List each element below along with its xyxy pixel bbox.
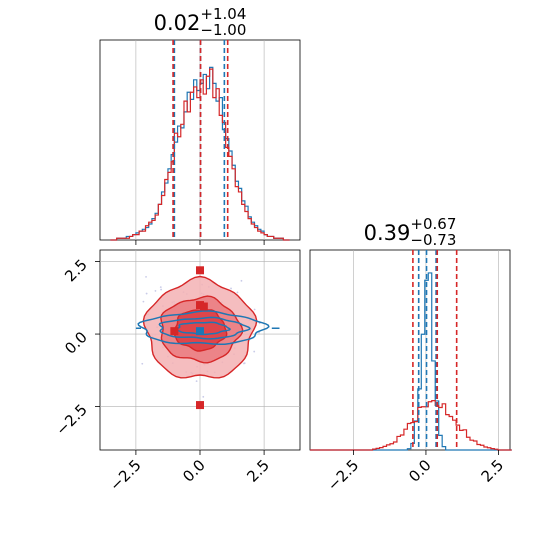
histogram-2-title: 0.39+0.67 −0.73 [364,215,457,249]
marker-blue [196,327,204,336]
y-tick-label: −2.5 [52,401,90,439]
histogram-1-title: 0.02+1.04 −1.00 [154,5,247,39]
x-tick-label: −2.5 [106,456,144,494]
marker-red [199,302,208,311]
background-sample-point [230,287,232,290]
background-sample-point [202,395,205,398]
background-sample-point [195,380,198,383]
x-tick-label: 0.0 [405,456,435,486]
title-2-value: 0.39 [364,221,411,245]
histogram-2-red-series [310,400,512,451]
title-1-plus: +1.04 [200,5,246,23]
x-tick-label: −2.5 [324,456,362,494]
blue-contour-level [158,316,251,340]
background-sample-point [160,288,163,291]
background-sample-point [159,286,162,289]
background-sample-point [236,291,239,294]
marker-red [196,266,204,275]
background-sample-point [141,362,144,365]
title-1-minus: −1.00 [200,21,246,39]
background-sample-point [253,308,256,311]
scatter-param-1-vs-2: −2.5 0.0 2.5 2.5 0.0 −2.5 [52,249,301,495]
x-tick-label: 0.0 [179,456,209,486]
background-sample-point [154,290,157,292]
histogram-param-1: 0.02+1.04 −1.00 [99,5,301,245]
background-sample-point [145,275,147,278]
histogram-param-2: −2.5 0.0 2.5 0.39+0.67 −0.73 [309,215,512,495]
background-sample-point [240,279,243,282]
histogram-1-red-series [110,68,290,241]
title-2-plus: +0.67 [410,215,456,233]
x-tick-label: 2.5 [478,456,508,486]
background-sample-point [142,300,145,303]
marker-red [196,401,204,410]
x-tick-label: 2.5 [243,456,273,486]
marker-red [170,327,179,336]
title-2-minus: −0.73 [410,231,456,249]
background-sample-point [243,362,246,365]
title-1-value: 0.02 [154,11,201,35]
blue-contour-level [137,310,270,346]
background-sample-point [253,350,256,353]
y-tick-label: 2.5 [61,256,91,286]
background-sample-point [145,292,148,295]
y-tick-label: 0.0 [61,328,91,358]
histogram-2-frame [309,249,511,451]
